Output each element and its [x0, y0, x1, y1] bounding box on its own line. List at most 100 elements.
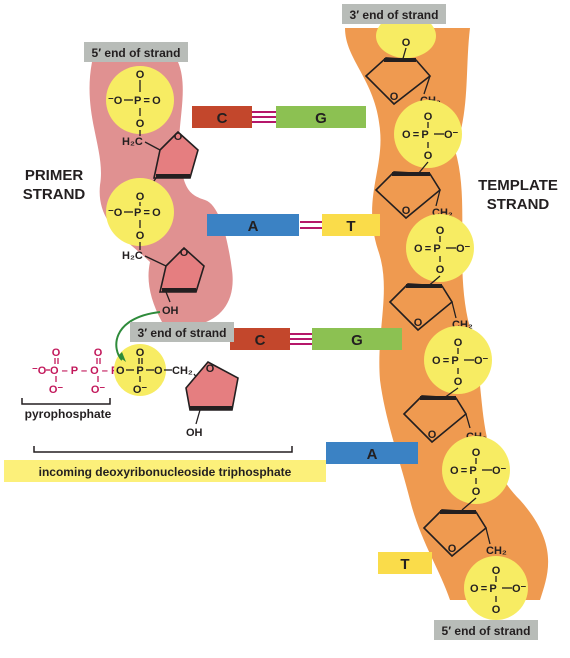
hydrogen-bonds: [252, 111, 322, 345]
label-primer-3-end-text: 3′ end of strand: [138, 326, 227, 340]
base-t-template-5-label: T: [400, 556, 409, 573]
base-g-template-3-label: G: [351, 332, 363, 349]
arrowhead-icon: [118, 352, 126, 362]
base-g-template-1-label: G: [315, 110, 327, 127]
ch2-group: CH₂: [172, 365, 193, 377]
template-phosphate-4: O O = P O⁻ O: [424, 326, 492, 394]
label-primer-3-end: 3′ end of strand: [130, 322, 234, 342]
atom-o-minus: O⁻: [444, 129, 459, 141]
template-bases: G T G A T: [276, 106, 432, 574]
label-primer-5-end: 5′ end of strand: [84, 42, 188, 62]
primer-sugar-1: O: [153, 130, 199, 179]
label-pyrophosphate: pyrophosphate: [25, 407, 112, 421]
template-sugar-1: O: [364, 57, 432, 106]
atom-o: O: [414, 317, 423, 329]
atom-o: O: [472, 486, 481, 498]
primer-phosphate-1: O ⁻O P = O O: [106, 66, 174, 134]
label-template-3-end-text: 3′ end of strand: [350, 8, 439, 22]
atom-o: O: [436, 264, 445, 276]
atom-o: O: [472, 447, 481, 459]
base-c-primer-1: C: [192, 106, 252, 128]
h2c-group: H₂C: [122, 250, 143, 262]
label-template-5-end-text: 5′ end of strand: [442, 624, 531, 638]
template-phosphate-top: O: [376, 14, 436, 58]
atom-p: O = P: [432, 355, 459, 367]
atom-o: O: [402, 37, 411, 49]
template-phosphate-6: O O = P O⁻ O: [464, 556, 528, 620]
base-a-primer-2: A: [207, 214, 299, 236]
label-primer-strand-line1: PRIMER: [25, 167, 84, 184]
atom-o: O: [136, 69, 145, 81]
atom-p: O = P: [450, 465, 477, 477]
atom-o: O: [136, 191, 145, 203]
label-template-3-end: 3′ end of strand: [342, 4, 446, 24]
label-primer-5-end-text: 5′ end of strand: [92, 46, 181, 60]
label-incoming-text: incoming deoxyribonucleoside triphosphat…: [39, 465, 292, 479]
primer-bases: C A C: [192, 106, 299, 350]
base-g-template-1: G: [276, 106, 366, 128]
atom-o-minus: O⁻: [91, 384, 106, 396]
primer-sugar-2: O: [158, 246, 205, 293]
atom-o: O: [180, 247, 189, 259]
atom-o-minus: O⁻: [133, 384, 148, 396]
atom-o-minus: ⁻O: [108, 95, 123, 107]
template-sugar-2: O: [374, 171, 442, 220]
atom-o: O: [206, 363, 215, 375]
atom-p: P = O: [134, 207, 161, 219]
atom-o: O: [174, 131, 183, 143]
alpha-phosphate: O O P O O⁻: [114, 344, 166, 396]
atom-o-minus: O⁻: [49, 384, 64, 396]
base-t-template-5: T: [378, 552, 432, 574]
atom-o: O: [424, 150, 433, 162]
template-strand-backbone: [345, 28, 549, 600]
base-c-primer-1-label: C: [217, 110, 228, 127]
atom-o: O: [154, 365, 163, 377]
base-a-primer-2-label: A: [248, 218, 259, 235]
base-a-template-4: A: [326, 442, 418, 464]
atom-o-minus: O⁻: [456, 243, 471, 255]
atom-p: P = O: [134, 95, 161, 107]
base-g-template-3: G: [312, 328, 402, 350]
atom-o: O: [136, 118, 145, 130]
atom-o: O: [448, 543, 457, 555]
label-incoming-nucleotide: incoming deoxyribonucleoside triphosphat…: [4, 460, 326, 482]
atom-o: O: [136, 347, 145, 359]
atom-o: O: [390, 91, 399, 103]
pyrophosphate-bracket: [21, 398, 111, 405]
label-template-strand-line1: TEMPLATE: [478, 177, 558, 194]
base-t-template-2: T: [322, 214, 380, 236]
label-primer-strand-line2: STRAND: [23, 186, 86, 203]
atom-o: O: [52, 347, 61, 359]
ch2-group: CH₂: [486, 545, 507, 557]
atom-o: O: [436, 225, 445, 237]
atom-o-minus: ⁻O: [108, 207, 123, 219]
label-template-5-end: 5′ end of strand: [434, 620, 538, 640]
template-phosphate-3: O O = P O⁻ O: [406, 214, 474, 282]
atom-p: O = P: [414, 243, 441, 255]
atom-o: O: [94, 347, 103, 359]
oh-3prime: OH: [162, 305, 179, 317]
atom-o-minus: O⁻: [492, 465, 507, 477]
template-phosphate-5: O O = P O⁻ O: [442, 436, 510, 504]
base-t-template-2-label: T: [346, 218, 355, 235]
base-c-incoming-label: C: [255, 332, 266, 349]
atom-o: O: [454, 376, 463, 388]
atom-o: O: [454, 337, 463, 349]
template-sugar-3: O: [388, 283, 454, 332]
incoming-sugar: O: [185, 360, 239, 411]
atom-o: O: [402, 205, 411, 217]
atom-o: O: [136, 230, 145, 242]
template-sugar-4: O: [402, 395, 468, 444]
atom-p: P: [136, 365, 143, 377]
label-template-strand-line2: STRAND: [487, 196, 550, 213]
oh-incoming: OH: [186, 427, 203, 439]
atom-o: O: [492, 604, 501, 616]
atom-p: O = P: [470, 583, 497, 595]
atom-o-minus: O⁻: [512, 583, 527, 595]
atom-o: O: [116, 365, 125, 377]
primer-phosphate-2: O ⁻O P = O O: [106, 178, 174, 246]
template-sugar-5: O: [422, 509, 488, 558]
template-phosphate-2: O O = P O⁻ O: [394, 100, 462, 168]
atom-o: O: [492, 565, 501, 577]
